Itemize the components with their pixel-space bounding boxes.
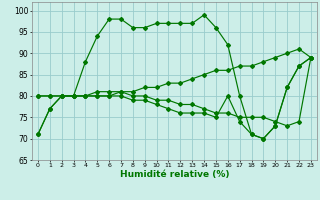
X-axis label: Humidité relative (%): Humidité relative (%): [120, 170, 229, 179]
